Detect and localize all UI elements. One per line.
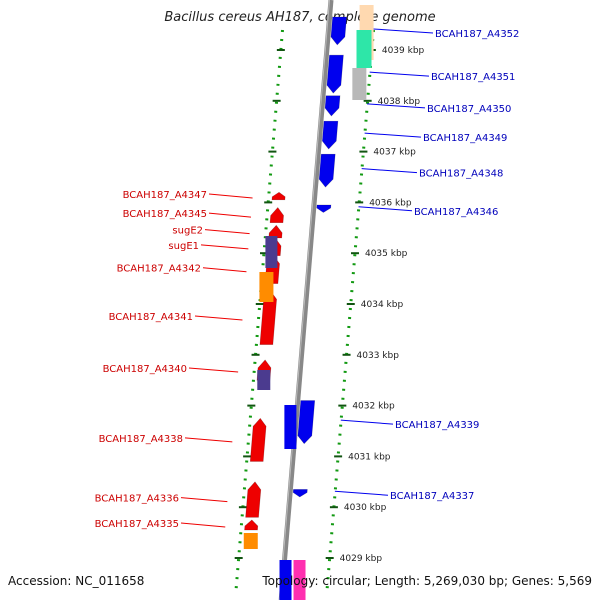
kbp-label: 4031 kbp xyxy=(348,452,391,462)
reverse-gene-leader xyxy=(180,522,226,528)
reverse-gene-label: BCAH187_A4340 xyxy=(103,364,187,375)
genome-axis-highlight xyxy=(279,0,330,600)
forward-gene-arrow xyxy=(330,16,347,46)
reverse-gene-leader xyxy=(188,367,239,373)
reverse-gene-label: BCAH187_A4341 xyxy=(109,312,193,323)
genome-axis xyxy=(278,0,334,600)
forward-gene-arrow xyxy=(324,95,341,117)
feature-box-teal xyxy=(356,30,372,68)
forward-gene-box xyxy=(279,560,292,600)
kbp-label: 4037 kbp xyxy=(373,148,416,158)
forward-gene-arrow xyxy=(297,400,316,445)
reverse-gene-leader xyxy=(202,267,247,273)
reverse-gene-leader xyxy=(180,497,228,503)
reverse-gene-leader xyxy=(208,212,252,218)
kbp-label: 4030 kbp xyxy=(344,503,387,513)
reverse-gene-label: sugE2 xyxy=(172,226,203,237)
forward-gene-arrow xyxy=(321,120,339,150)
forward-gene-leader xyxy=(358,206,413,212)
reverse-gene-leader xyxy=(208,193,253,199)
genome-summary-text: Topology: circular; Length: 5,269,030 bp… xyxy=(262,574,592,588)
reverse-gene-label: sugE1 xyxy=(168,241,199,252)
reverse-gene-arrow xyxy=(244,519,259,531)
forward-gene-leader xyxy=(369,71,430,77)
kbp-label: 4033 kbp xyxy=(357,351,400,361)
forward-gene-arrow xyxy=(292,489,308,498)
reverse-gene-leader xyxy=(184,437,233,443)
accession-text: Accession: NC_011658 xyxy=(8,574,145,588)
forward-gene-arrow xyxy=(318,153,336,188)
reverse-gene-arrow xyxy=(245,481,262,518)
reverse-gene-leader xyxy=(194,315,243,321)
feature-box-purple xyxy=(265,236,278,268)
forward-gene-label: BCAH187_A4350 xyxy=(427,104,511,115)
kbp-label: 4036 kbp xyxy=(369,198,412,208)
reverse-gene-label: BCAH187_A4338 xyxy=(99,434,183,445)
forward-gene-leader xyxy=(340,419,394,425)
reverse-gene-arrow xyxy=(269,207,284,224)
feature-box-pink xyxy=(293,560,306,600)
reverse-gene-leader xyxy=(204,229,250,235)
reverse-gene-leader xyxy=(200,244,249,250)
forward-gene-label: BCAH187_A4349 xyxy=(423,133,507,144)
feature-box-grey xyxy=(352,68,367,100)
feature-box-purple xyxy=(257,370,271,390)
forward-gene-label: BCAH187_A4337 xyxy=(390,491,474,502)
forward-gene-arrow xyxy=(326,54,344,94)
reverse-gene-label: BCAH187_A4335 xyxy=(95,519,179,530)
forward-gene-leader xyxy=(373,28,434,34)
forward-gene-leader xyxy=(334,490,389,496)
reverse-gene-label: BCAH187_A4342 xyxy=(117,264,201,275)
kbp-label: 4032 kbp xyxy=(352,402,395,412)
kbp-label: 4034 kbp xyxy=(361,300,404,310)
forward-gene-label: BCAH187_A4352 xyxy=(435,29,519,40)
forward-gene-box xyxy=(284,405,297,449)
kbp-label: 4029 kbp xyxy=(340,554,383,564)
feature-box-orange xyxy=(259,272,274,302)
feature-box-orange xyxy=(243,533,258,549)
reverse-gene-arrow xyxy=(271,191,286,201)
forward-gene-label: BCAH187_A4351 xyxy=(431,72,515,83)
forward-gene-label: BCAH187_A4346 xyxy=(414,207,498,218)
kbp-label: 4039 kbp xyxy=(382,46,425,56)
reverse-gene-label: BCAH187_A4347 xyxy=(123,190,207,201)
kbp-label: 4038 kbp xyxy=(378,97,421,107)
forward-gene-arrow xyxy=(316,204,332,213)
forward-gene-leader xyxy=(364,132,422,138)
forward-gene-label: BCAH187_A4348 xyxy=(419,169,503,180)
forward-gene-leader xyxy=(361,168,418,174)
forward-gene-leader xyxy=(367,103,426,109)
kbp-label: 4035 kbp xyxy=(365,249,408,259)
reverse-gene-label: BCAH187_A4345 xyxy=(123,209,207,220)
reverse-gene-label: BCAH187_A4336 xyxy=(95,494,179,505)
reverse-gene-arrow xyxy=(249,417,267,462)
forward-gene-label: BCAH187_A4339 xyxy=(395,420,479,431)
